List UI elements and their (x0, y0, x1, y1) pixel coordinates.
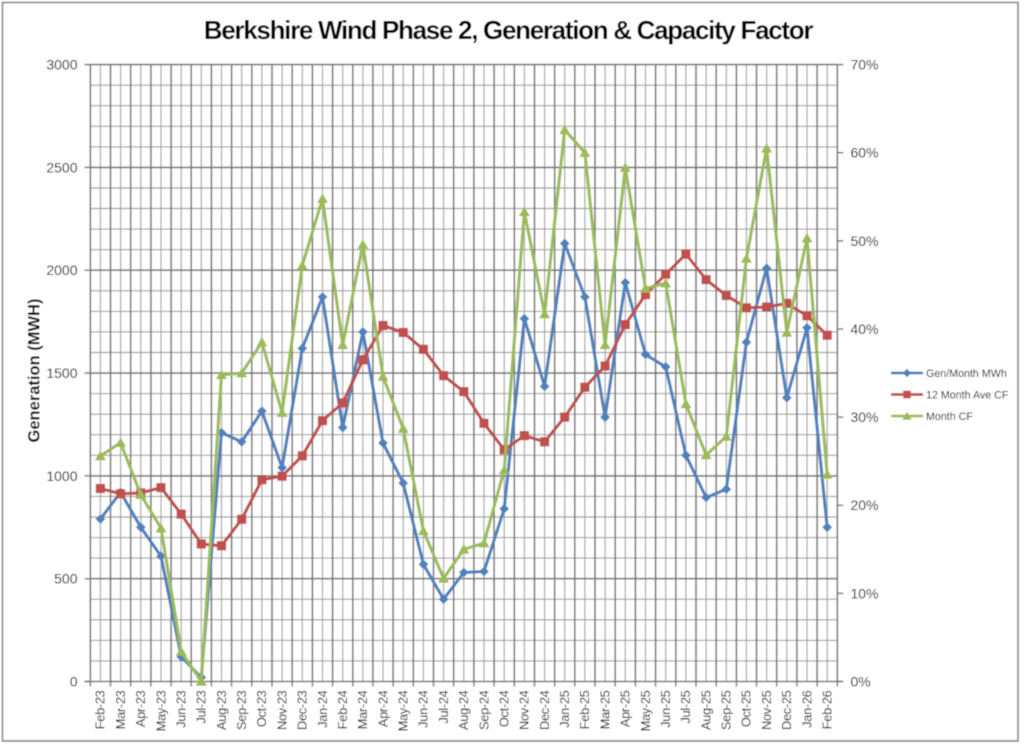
svg-text:Nov-24: Nov-24 (517, 690, 532, 730)
svg-text:Feb-23: Feb-23 (93, 690, 108, 729)
svg-text:Oct-23: Oct-23 (254, 690, 269, 727)
svg-text:2500: 2500 (46, 159, 77, 175)
svg-text:Nov-25: Nov-25 (759, 690, 774, 730)
svg-text:May-24: May-24 (396, 690, 411, 731)
svg-text:Generation (MWH): Generation (MWH) (26, 299, 44, 443)
svg-text:1500: 1500 (46, 365, 77, 381)
svg-text:Dec-24: Dec-24 (537, 690, 552, 730)
svg-text:Aug-24: Aug-24 (456, 690, 471, 730)
svg-text:70%: 70% (851, 57, 879, 73)
svg-text:Jan-24: Jan-24 (315, 690, 330, 728)
svg-text:12 Month Ave CF: 12 Month Ave CF (926, 389, 1009, 401)
svg-text:Mar-23: Mar-23 (113, 690, 128, 729)
svg-text:0%: 0% (851, 674, 871, 690)
svg-text:Feb-25: Feb-25 (577, 690, 592, 729)
svg-text:Aug-23: Aug-23 (214, 690, 229, 730)
svg-text:Jun-24: Jun-24 (416, 690, 431, 728)
svg-text:60%: 60% (851, 145, 879, 161)
svg-text:Dec-23: Dec-23 (295, 690, 310, 730)
svg-text:Feb-24: Feb-24 (335, 690, 350, 729)
svg-text:0: 0 (70, 674, 78, 690)
svg-text:Dec-25: Dec-25 (779, 690, 794, 730)
svg-text:1000: 1000 (46, 468, 77, 484)
svg-text:May-23: May-23 (153, 690, 168, 731)
svg-text:Jul-23: Jul-23 (194, 690, 209, 723)
svg-text:Jan-26: Jan-26 (799, 690, 814, 728)
svg-text:Oct-25: Oct-25 (739, 690, 754, 727)
svg-text:Aug-25: Aug-25 (698, 690, 713, 730)
svg-text:Month CF: Month CF (926, 411, 973, 423)
svg-text:3000: 3000 (46, 57, 77, 73)
svg-text:50%: 50% (851, 233, 879, 249)
svg-text:Oct-24: Oct-24 (497, 690, 512, 727)
svg-text:20%: 20% (851, 497, 879, 513)
svg-text:Sep-25: Sep-25 (719, 690, 734, 730)
svg-text:Sep-23: Sep-23 (234, 690, 249, 730)
svg-text:May-25: May-25 (638, 690, 653, 731)
svg-text:Nov-23: Nov-23 (274, 690, 289, 730)
svg-text:Jun-23: Jun-23 (174, 690, 189, 728)
svg-text:Jan-25: Jan-25 (557, 690, 572, 728)
svg-text:Apr-23: Apr-23 (133, 690, 148, 727)
svg-text:Apr-25: Apr-25 (618, 690, 633, 727)
svg-text:Jul-25: Jul-25 (678, 690, 693, 723)
svg-text:500: 500 (54, 571, 78, 587)
svg-text:Sep-24: Sep-24 (476, 690, 491, 730)
svg-text:Mar-24: Mar-24 (355, 690, 370, 729)
svg-text:Jul-24: Jul-24 (436, 690, 451, 723)
svg-text:10%: 10% (851, 585, 879, 601)
svg-text:30%: 30% (851, 409, 879, 425)
svg-text:2000: 2000 (46, 262, 77, 278)
svg-text:Gen/Month MWh: Gen/Month MWh (926, 368, 1007, 380)
svg-text:Berkshire Wind Phase 2, Genera: Berkshire Wind Phase 2, Generation & Cap… (204, 15, 814, 45)
svg-text:40%: 40% (851, 321, 879, 337)
svg-text:Mar-25: Mar-25 (597, 690, 612, 729)
svg-text:Feb-26: Feb-26 (820, 690, 835, 729)
svg-text:Apr-24: Apr-24 (375, 690, 390, 727)
svg-text:Jun-25: Jun-25 (658, 690, 673, 728)
